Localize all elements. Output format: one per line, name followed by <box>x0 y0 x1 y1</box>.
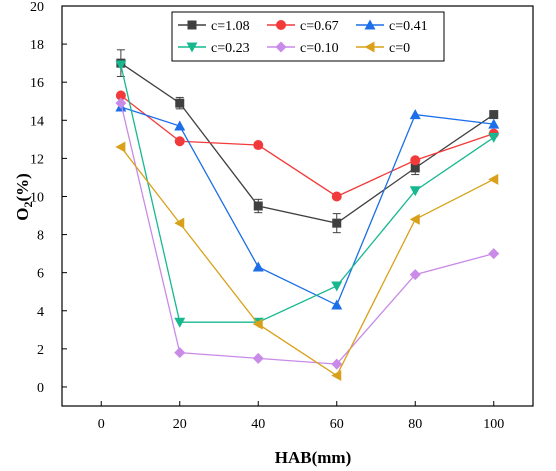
data-point <box>115 97 127 109</box>
legend: c=1.08 c=0.67 c=0.41 c=0.23 c=0.10 c=0 <box>171 11 445 62</box>
series-line <box>120 106 494 306</box>
y-tick-label: 14 <box>30 114 44 129</box>
legend-label: c=0 <box>389 41 410 56</box>
series-c=0.10 <box>115 97 500 370</box>
data-point <box>409 269 421 281</box>
data-point <box>252 352 264 364</box>
legend-label: c=0.23 <box>211 41 250 56</box>
legend-label: c=1.08 <box>211 19 250 34</box>
data-point <box>252 318 263 330</box>
legend-item: c=0.10 <box>267 41 339 56</box>
axes: 0 2 4 6 8 10 12 14 16 18 20 0 20 40 60 80 100 <box>30 0 504 432</box>
series-group <box>115 49 500 382</box>
series-line <box>120 146 495 377</box>
data-point <box>409 186 421 197</box>
legend-label: c=0.10 <box>300 41 339 56</box>
x-tick-label: 60 <box>330 417 344 432</box>
y-tick-label: 20 <box>30 0 44 15</box>
data-point <box>174 136 185 147</box>
x-tick-label: 100 <box>483 417 504 432</box>
series-line <box>120 64 495 323</box>
plot-area <box>61 5 534 407</box>
legend-item: c=1.08 <box>178 19 250 34</box>
data-point <box>115 90 126 101</box>
data-point <box>488 132 500 143</box>
series-c=0 <box>115 141 499 382</box>
y-tick-label: 0 <box>37 381 44 396</box>
legend-label: c=0.41 <box>389 19 428 34</box>
y-axis-title-main: O <box>13 208 32 221</box>
series-line <box>120 102 494 365</box>
data-point <box>364 19 376 30</box>
x-tick-label: 80 <box>408 417 422 432</box>
legend-item: c=0 <box>356 41 410 56</box>
data-point <box>331 299 343 310</box>
series-c=0.41 <box>115 101 500 310</box>
data-point <box>488 173 499 185</box>
data-point <box>489 110 499 120</box>
y-tick-label: 16 <box>30 76 44 91</box>
data-point <box>332 218 342 228</box>
y-tick-label: 18 <box>30 38 44 53</box>
data-point <box>115 141 126 153</box>
data-point <box>175 98 185 108</box>
data-point <box>253 140 264 151</box>
data-point <box>186 42 198 53</box>
data-point <box>174 347 186 359</box>
data-point <box>187 20 197 30</box>
y-tick-label: 12 <box>30 152 44 167</box>
data-point <box>409 213 420 225</box>
data-point <box>331 358 343 370</box>
y-axis-title: O2(%) <box>13 173 35 221</box>
data-point <box>115 60 127 71</box>
data-point <box>488 118 500 129</box>
series-c=0.23 <box>115 60 500 328</box>
data-point <box>410 155 421 166</box>
data-point <box>331 281 343 292</box>
y-tick-label: 4 <box>37 305 44 320</box>
data-point <box>275 41 287 53</box>
data-point <box>253 201 263 211</box>
data-point <box>331 370 342 382</box>
legend-item: c=0.23 <box>178 41 250 56</box>
series-line <box>120 95 494 198</box>
legend-item: c=0.41 <box>356 19 428 34</box>
data-point <box>409 109 421 120</box>
x-tick-label: 40 <box>251 417 265 432</box>
y-tick-label: 6 <box>37 267 44 282</box>
data-point <box>410 163 420 173</box>
x-tick-label: 20 <box>173 417 187 432</box>
data-point <box>174 217 185 229</box>
data-point <box>174 317 186 328</box>
data-point <box>331 191 342 202</box>
x-tick-label: 0 <box>98 417 105 432</box>
data-point <box>252 261 264 272</box>
data-point <box>276 20 286 30</box>
y-tick-label: 10 <box>30 190 44 205</box>
y-axis-title-rest: (%) <box>13 173 32 201</box>
legend-box <box>171 11 445 62</box>
plot-frame <box>61 5 534 407</box>
data-point <box>364 41 375 53</box>
legend-item: c=0.67 <box>267 19 339 34</box>
series-c=1.08 <box>116 49 499 234</box>
y-tick-label: 8 <box>37 229 44 244</box>
data-point <box>488 248 500 260</box>
y-axis-title-subscript: 2 <box>21 202 35 208</box>
legend-label: c=0.67 <box>300 19 339 34</box>
data-point <box>174 120 186 131</box>
series-line <box>120 62 495 224</box>
series-c=0.67 <box>115 90 499 202</box>
x-axis-title: HAB(mm) <box>275 448 351 467</box>
y-tick-label: 2 <box>37 343 44 358</box>
